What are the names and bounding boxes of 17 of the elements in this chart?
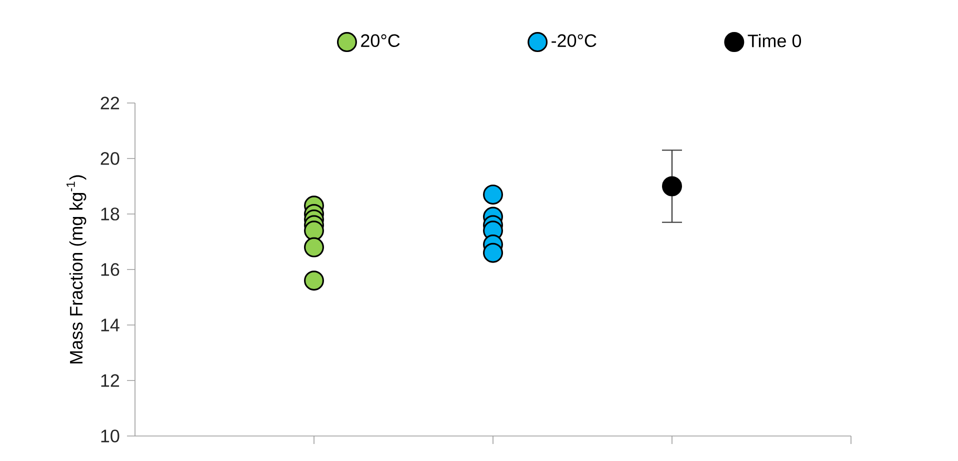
y-tick-label: 12 xyxy=(101,374,120,387)
point xyxy=(483,242,504,263)
point xyxy=(304,270,324,291)
y-tick-label: 20 xyxy=(100,152,120,165)
y-tick-label: 18 xyxy=(101,208,120,220)
legend-label: -20°C xyxy=(552,34,596,48)
y-tick-label: 16 xyxy=(101,263,120,276)
point xyxy=(304,220,324,241)
y-tick-label: 22 xyxy=(100,96,120,110)
point xyxy=(662,176,682,196)
point xyxy=(483,184,504,205)
y-axis-title: Mass Fraction (mg kg$^{-1}$) xyxy=(66,175,86,364)
point xyxy=(304,237,324,258)
legend-label: Time 0 xyxy=(748,34,802,48)
legend-label: 20°C xyxy=(361,34,400,48)
y-tick-label: 10 xyxy=(101,430,120,442)
y-tick-label: 14 xyxy=(101,318,120,332)
